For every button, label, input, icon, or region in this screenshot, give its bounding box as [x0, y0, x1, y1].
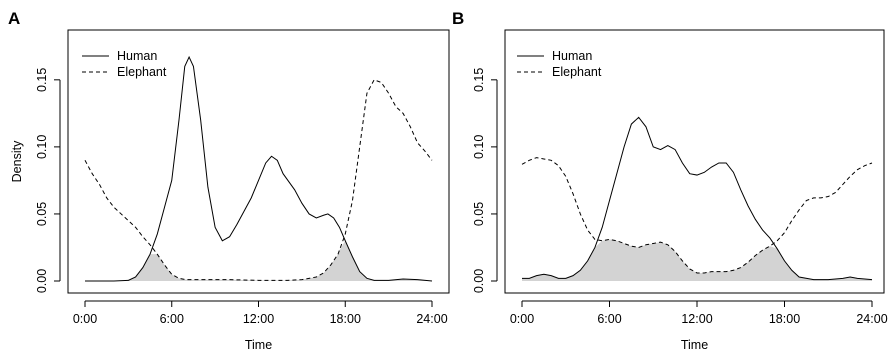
y-tick-label: 0.15: [35, 68, 49, 92]
legend-label-elephant: Elephant: [117, 65, 167, 79]
x-tick-label: 0:00: [73, 312, 97, 326]
y-tick-label: 0.00: [35, 269, 49, 293]
y-axis-title: Density: [10, 140, 24, 182]
overlap-area: [85, 240, 432, 281]
x-tick-label: 6:00: [597, 312, 621, 326]
x-tick-label: 18:00: [330, 312, 361, 326]
x-axis-title: Time: [681, 338, 708, 352]
legend-label-human: Human: [117, 49, 157, 63]
panel-a: A 0:00 6:00 12:00 18:00 24:00 Time 0.00 0.05 0.10…: [8, 9, 450, 352]
x-tick-label: 12:00: [681, 312, 712, 326]
series-line-human: [85, 55, 433, 282]
x-tick-label: 24:00: [856, 312, 887, 326]
y-tick-label: 0.05: [472, 202, 486, 226]
legend-label-human: Human: [552, 49, 592, 63]
x-tick-label: 24:00: [416, 312, 447, 326]
series-line-elephant: [521, 157, 873, 274]
overlap-area: [522, 239, 872, 281]
y-tick-label: 0.15: [472, 68, 486, 92]
series-line-human: [522, 116, 873, 281]
x-tick-label: 6:00: [160, 312, 184, 326]
x-tick-label: 0:00: [510, 312, 534, 326]
plot-frame: [67, 29, 450, 294]
panel-b: B 0:00 6:00 12:00 18:00 24:00 Time 0.00 0.05 0.10…: [452, 9, 888, 352]
panel-letter: B: [452, 9, 464, 28]
panel-letter: A: [8, 9, 20, 28]
y-tick-label: 0.05: [35, 202, 49, 226]
y-tick-label: 0.10: [35, 135, 49, 159]
y-tick-label: 0.10: [472, 135, 486, 159]
y-tick-label: 0.00: [472, 269, 486, 293]
plot-frame: [504, 29, 885, 294]
x-tick-label: 18:00: [769, 312, 800, 326]
x-axis-title: Time: [245, 338, 272, 352]
series-line-elephant: [84, 79, 433, 281]
legend-label-elephant: Elephant: [552, 65, 602, 79]
x-tick-label: 12:00: [243, 312, 274, 326]
